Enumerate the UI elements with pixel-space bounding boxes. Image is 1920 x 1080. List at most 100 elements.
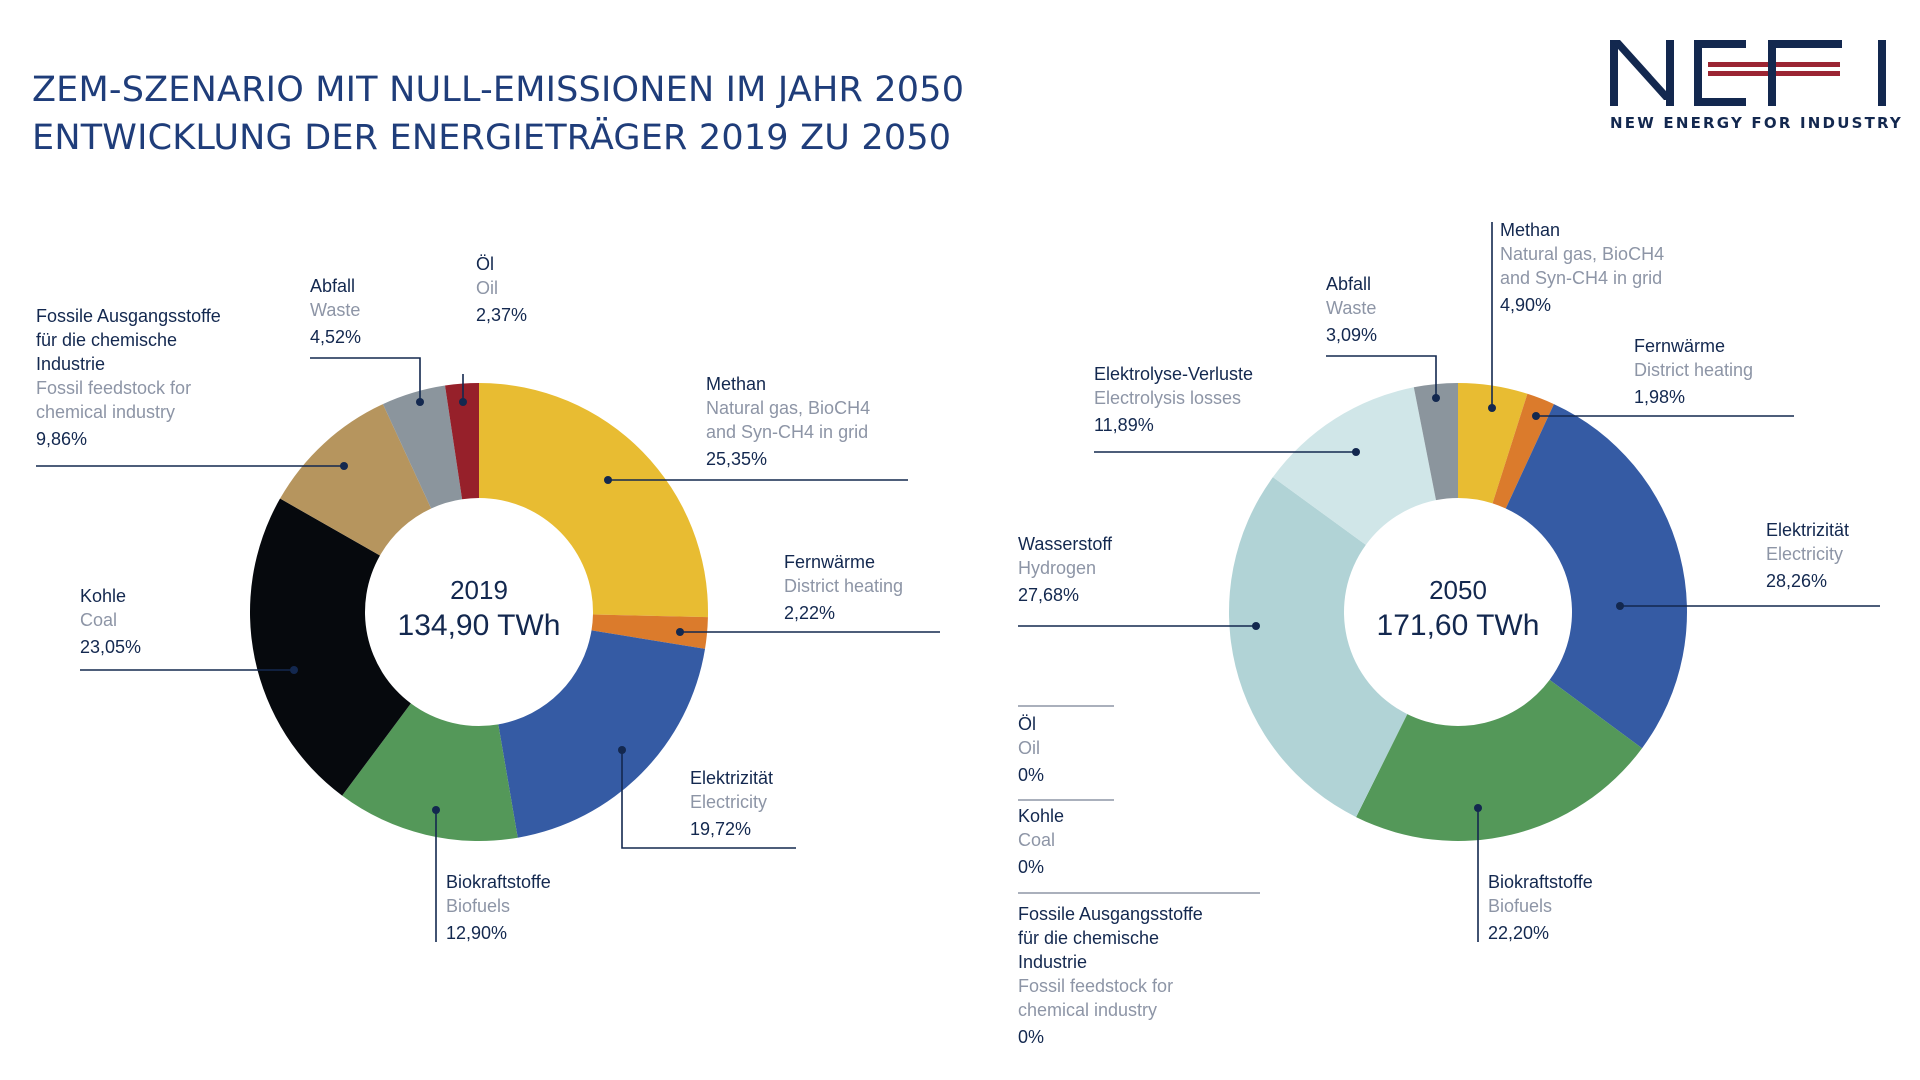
slice-wasserstoff-2050 <box>1229 477 1408 818</box>
label-name-en: Fossil feedstock for <box>36 378 192 398</box>
leader-line-abfall <box>310 357 421 402</box>
leader-dot-fernwaerme <box>676 628 684 636</box>
label-name-en: Electrolysis losses <box>1094 388 1242 408</box>
label-percent: 12,90% <box>446 923 508 943</box>
slice-elektrizitaet-2019 <box>498 630 706 838</box>
label-wasserstoff-2050: Wasserstoff Hydrogen 27,68% <box>1018 532 1112 607</box>
label-methan-2050: Methan Natural gas, BioCH4 and Syn-CH4 in … <box>1500 218 1664 317</box>
logo-tagline: NEW ENERGY FOR INDUSTRY <box>1610 114 1903 132</box>
label-percent: 1,98% <box>1634 387 1686 407</box>
slice-methan-2019 <box>479 383 708 618</box>
slice-elektrolyse-2050 <box>1272 387 1437 545</box>
label-methan-2019: Methan Natural gas, BioCH4 and Syn-CH4 in … <box>706 372 870 471</box>
label-percent: 9,86% <box>36 429 88 449</box>
label-biokraftstoffe-2050: Biokraftstoffe Biofuels 22,20% <box>1488 870 1593 945</box>
label-name-de: Fossile Ausgangsstoffe <box>1018 904 1203 924</box>
leader-dot-wasserstoff <box>1252 622 1260 630</box>
label-percent: 27,68% <box>1018 585 1080 605</box>
slice-kohle-2019 <box>249 498 411 796</box>
leader-dot-biokraftstoffe <box>432 806 440 814</box>
label-name-de: Fossile Ausgangsstoffe <box>36 306 221 326</box>
label-percent: 0% <box>1018 1027 1045 1047</box>
label-percent: 25,35% <box>706 449 768 469</box>
nefi-logo: NEW ENERGY FOR INDUSTRY <box>1608 34 1903 134</box>
label-percent: 2,22% <box>784 603 836 623</box>
center-total: 134,90 TWh <box>397 609 561 642</box>
leader-line-abfall <box>1326 355 1437 398</box>
label-percent: 4,90% <box>1500 295 1552 315</box>
label-name-en: Biofuels <box>1488 896 1553 916</box>
center-year: 2019 <box>450 575 508 605</box>
label-percent: 2,37% <box>476 305 528 325</box>
label-name-de: für die chemische <box>1018 928 1160 948</box>
center-label-2050: 2050 171,60 TWh <box>1338 572 1578 644</box>
label-name-en: Electricity <box>690 792 768 812</box>
leader-dot-abfall <box>1432 394 1440 402</box>
label-name-de: Abfall <box>310 276 356 296</box>
label-percent: 3,09% <box>1326 325 1378 345</box>
slice-fossile-2019 <box>280 404 432 556</box>
label-name-de: Industrie <box>36 354 106 374</box>
label-name-en: District heating <box>784 576 904 596</box>
label-name-de: Kohle <box>80 586 127 606</box>
slice-biokraftstoffe-2019 <box>342 703 518 841</box>
leader-dot-kohle <box>290 666 298 674</box>
label-abfall-2050: Abfall Waste 3,09% <box>1326 272 1377 347</box>
slice-biokraftstoffe-2050 <box>1356 679 1643 841</box>
label-name-de: Industrie <box>1018 952 1088 972</box>
label-name-de: Elektrolyse-Verluste <box>1094 364 1254 384</box>
label-name-de: für die chemische <box>36 330 178 350</box>
center-total: 171,60 TWh <box>1376 609 1540 642</box>
label-name-en: Natural gas, BioCH4 <box>1500 244 1665 264</box>
title-line-1: ZEM-SZENARIO MIT NULL-EMISSIONEN IM JAHR… <box>32 70 965 110</box>
label-kohle-2050: Kohle Coal 0% <box>1018 804 1064 879</box>
label-percent: 0% <box>1018 857 1045 877</box>
slice-fernwaerme-2050 <box>1492 393 1554 509</box>
label-name-en: Fossil feedstock for <box>1018 976 1174 996</box>
label-elektrolyse-2050: Elektrolyse-Verluste Electrolysis losses 1… <box>1094 362 1253 437</box>
slice-abfall-2019 <box>382 385 463 509</box>
label-name-de: Abfall <box>1326 274 1372 294</box>
label-percent: 4,52% <box>310 327 362 347</box>
label-name-en: and Syn-CH4 in grid <box>1500 268 1663 288</box>
center-year: 2050 <box>1429 575 1487 605</box>
label-name-de: Elektrizität <box>1766 520 1850 540</box>
slice-abfall-2050 <box>1413 383 1458 501</box>
label-percent: 23,05% <box>80 637 142 657</box>
label-name-en: Coal <box>1018 830 1056 850</box>
label-name-en: Waste <box>310 300 361 320</box>
slice-fernwaerme-2019 <box>591 614 708 649</box>
title-line-2: ENTWICKLUNG DER ENERGIETRÄGER 2019 ZU 20… <box>32 118 952 158</box>
label-percent: 11,89% <box>1094 415 1154 435</box>
leader-dot-elektrizitaet <box>618 746 626 754</box>
slice-methan-2050 <box>1458 383 1528 504</box>
label-name-en: District heating <box>1634 360 1754 380</box>
label-name-de: Öl <box>476 254 494 274</box>
label-name-de: Elektrizität <box>690 768 774 788</box>
label-percent: 22,20% <box>1488 923 1550 943</box>
label-name-en: Waste <box>1326 298 1377 318</box>
label-name-de: Kohle <box>1018 806 1065 826</box>
label-percent: 0% <box>1018 765 1045 785</box>
label-name-en: Oil <box>1018 738 1040 758</box>
nefi-wordmark-icon <box>1610 40 1886 106</box>
label-name-en: chemical industry <box>1018 1000 1158 1020</box>
label-name-de: Methan <box>1500 220 1561 240</box>
label-percent: 19,72% <box>690 819 752 839</box>
leader-dot-methan <box>1488 404 1496 412</box>
leader-dot-methan <box>604 476 612 484</box>
leader-line-elektrizitaet <box>621 750 796 849</box>
label-elektrizitaet-2019: Elektrizität Electricity 19,72% <box>690 766 773 841</box>
label-oel-2019: Öl Oil 2,37% <box>476 252 527 327</box>
label-name-en: Coal <box>80 610 118 630</box>
leader-dot-fernwaerme <box>1532 412 1540 420</box>
center-label-2019: 2019 134,90 TWh <box>359 572 599 644</box>
label-kohle-2019: Kohle Coal 23,05% <box>80 584 141 659</box>
leader-dot-abfall <box>416 398 424 406</box>
chart-title: ZEM-SZENARIO MIT NULL-EMISSIONEN IM JAHR… <box>32 66 964 162</box>
label-name-de: Methan <box>706 374 767 394</box>
label-name-de: Öl <box>1018 714 1036 734</box>
label-oel-2050: Öl Oil 0% <box>1018 712 1044 787</box>
label-name-de: Biokraftstoffe <box>1488 872 1593 892</box>
